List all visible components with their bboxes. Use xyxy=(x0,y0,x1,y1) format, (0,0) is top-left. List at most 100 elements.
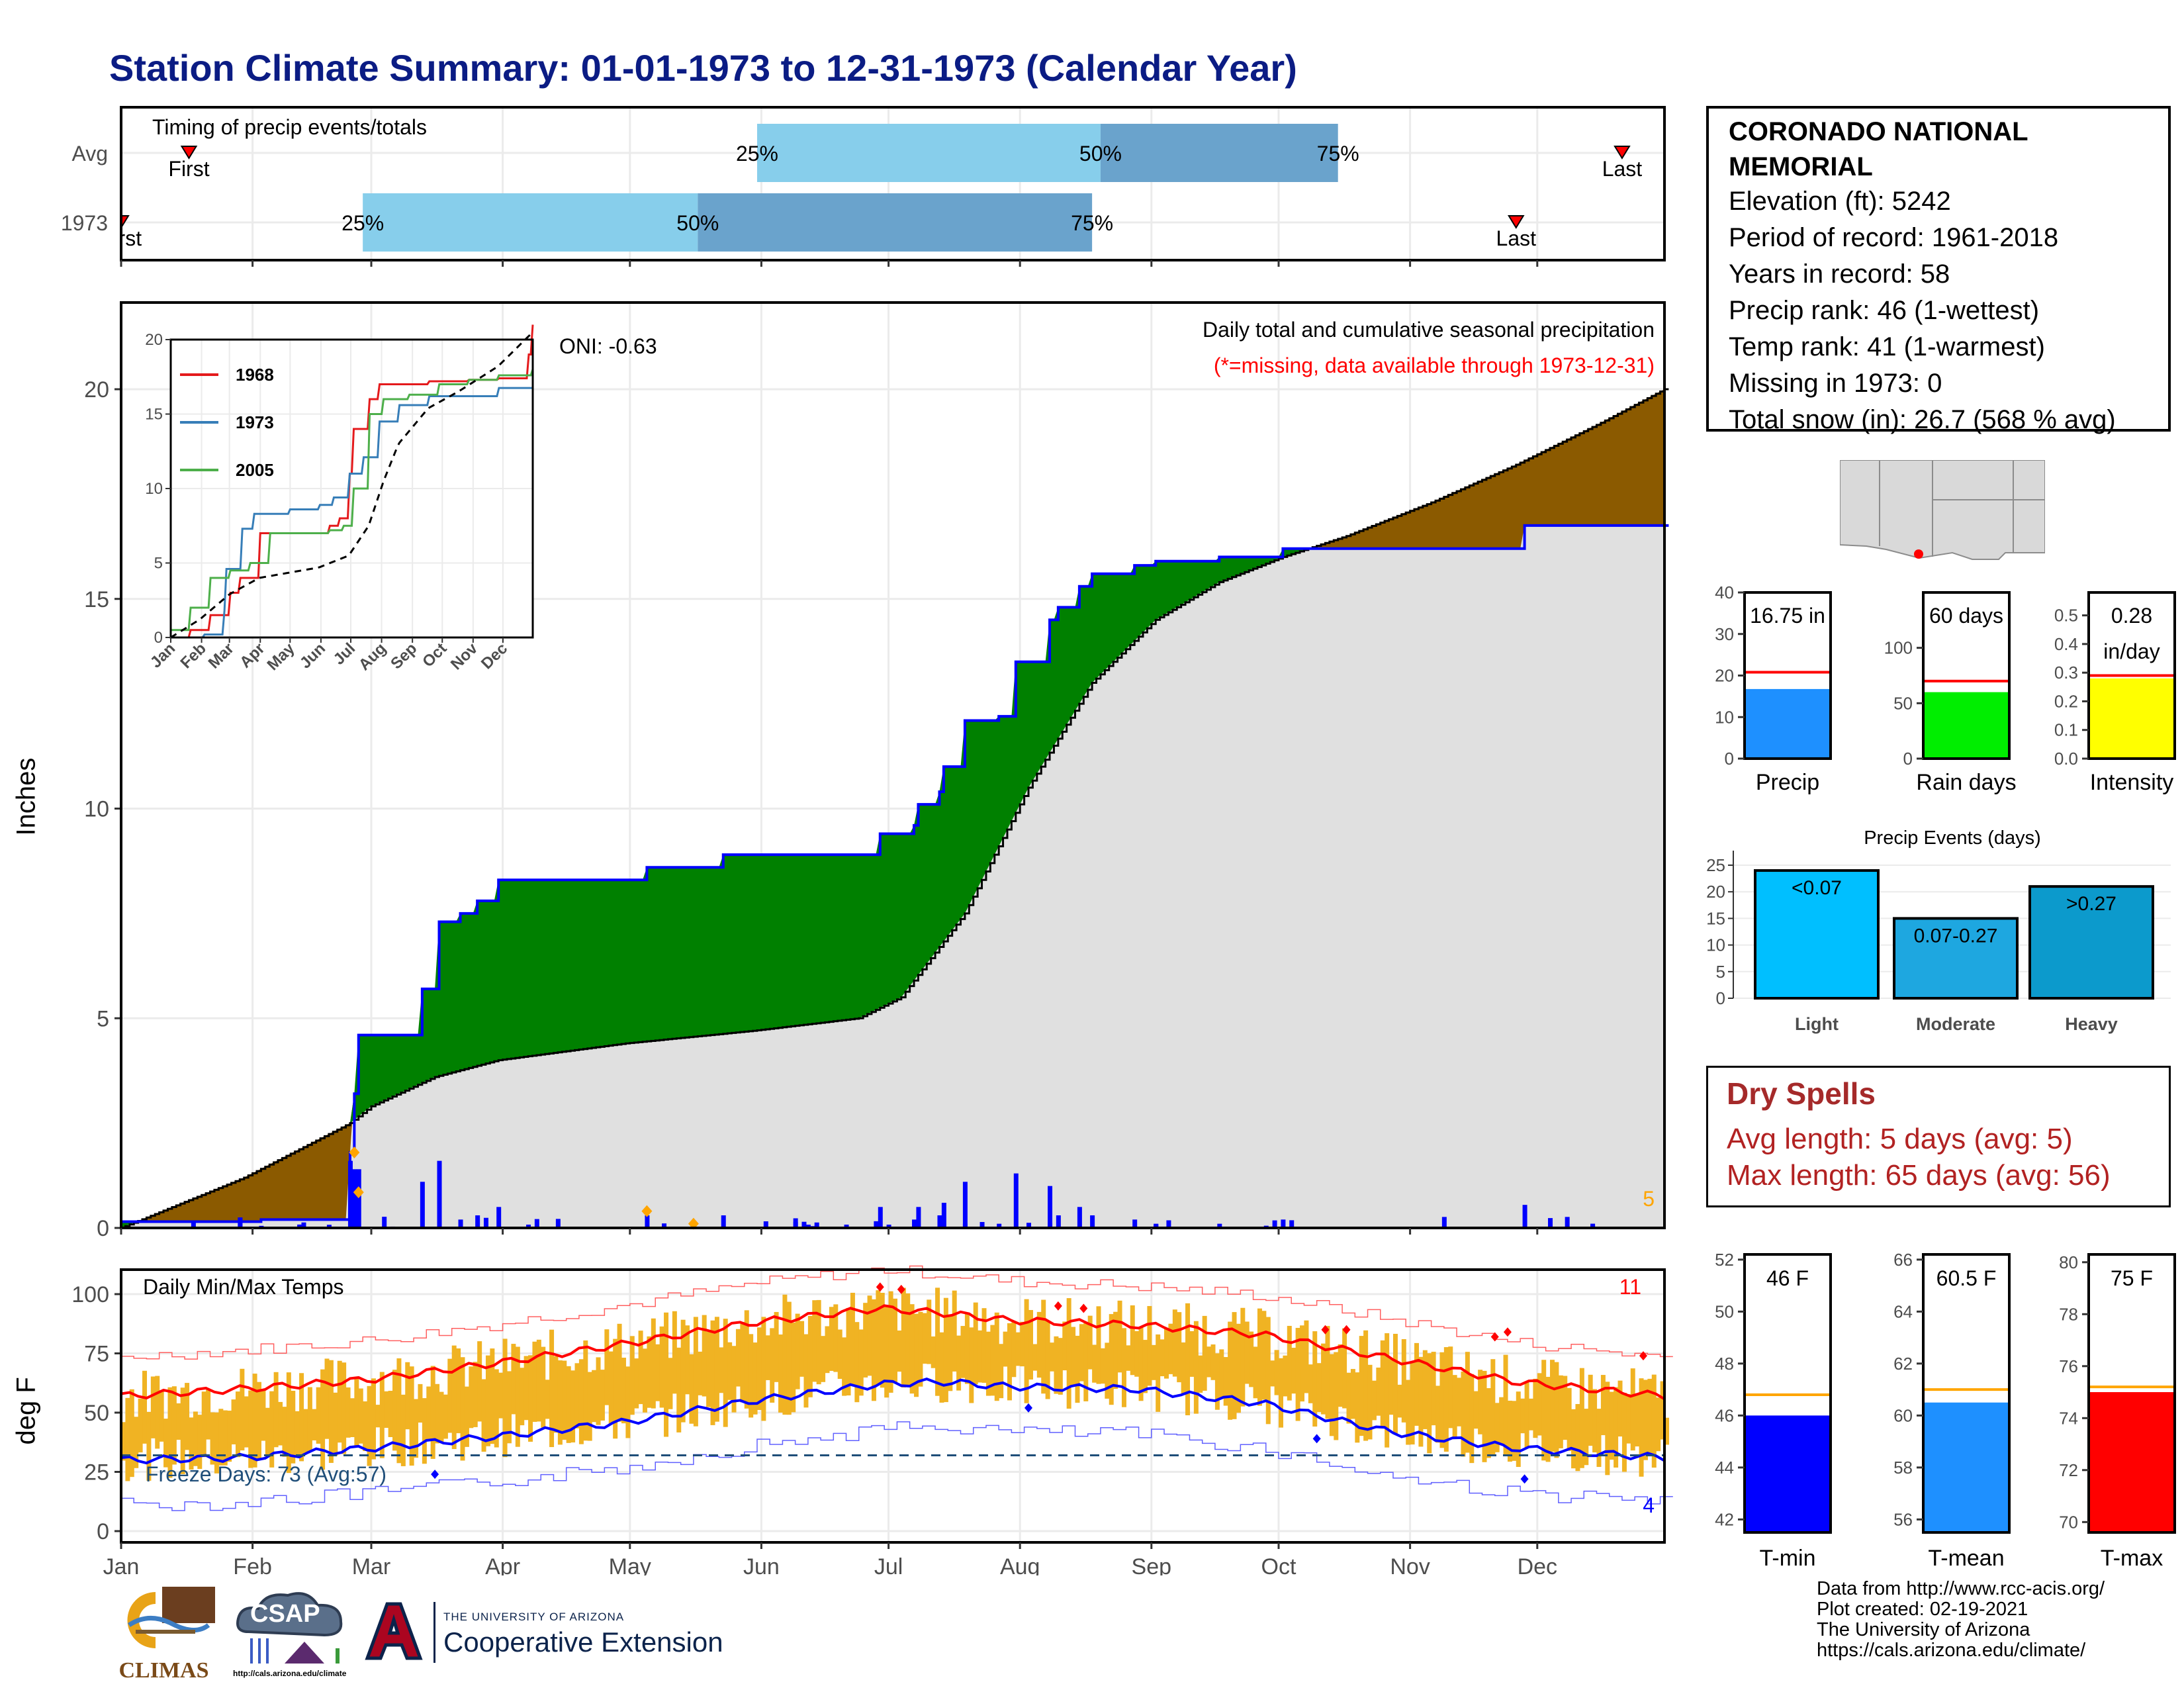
daily-temp-bar xyxy=(1214,1353,1220,1410)
elevation-text: Elevation (ft): 5242 xyxy=(1729,187,1951,216)
record-high-marker-icon xyxy=(876,1282,884,1292)
daily-temp-bar xyxy=(735,1329,741,1387)
temp-bar-ytick-label: 48 xyxy=(1715,1354,1734,1374)
daily-temp-bar xyxy=(324,1358,330,1439)
daily-temp-bar xyxy=(1359,1336,1364,1436)
daily-temp-bar xyxy=(414,1399,419,1458)
summary-ytick-label: 0.3 xyxy=(2054,663,2078,682)
daily-temp-bar xyxy=(464,1386,469,1447)
inset-legend-label: 1968 xyxy=(236,365,274,385)
daily-precip-bar xyxy=(844,1224,849,1228)
daily-temp-bar xyxy=(1448,1346,1453,1429)
daily-temp-bar xyxy=(1567,1387,1572,1451)
daily-temp-bar xyxy=(511,1344,516,1415)
daily-temp-bar xyxy=(193,1411,198,1466)
daily-temp-bar xyxy=(354,1377,359,1446)
daily-precip-bar xyxy=(1289,1220,1295,1228)
daily-temp-bar xyxy=(1422,1350,1428,1429)
daily-precip-bar xyxy=(475,1215,480,1228)
temp-bar-ytick-label: 76 xyxy=(2059,1356,2078,1376)
precip-ytick-label: 0 xyxy=(97,1216,109,1241)
daily-temp-bar xyxy=(201,1391,206,1458)
daily-precip-bar xyxy=(437,1160,442,1228)
daily-temp-bar xyxy=(163,1419,169,1468)
daily-temp-bar xyxy=(629,1336,635,1415)
temp-bar-ytick-label: 80 xyxy=(2059,1252,2078,1272)
daily-temp-bar xyxy=(1151,1344,1156,1380)
daily-temp-bar xyxy=(1321,1343,1326,1415)
daily-temp-bar xyxy=(774,1311,779,1382)
daily-temp-bar xyxy=(1630,1368,1635,1451)
daily-temp-bar xyxy=(918,1311,923,1387)
page-title: Station Climate Summary: 01-01-1973 to 1… xyxy=(109,47,1297,89)
month-label: Nov xyxy=(1390,1554,1430,1575)
daily-temp-bar xyxy=(1142,1340,1148,1393)
daily-temp-bar xyxy=(761,1317,766,1421)
daily-precip-bar xyxy=(962,1223,968,1228)
daily-precip-bar xyxy=(458,1219,463,1228)
daily-temp-bar xyxy=(1172,1309,1177,1377)
daily-temp-bar xyxy=(1193,1321,1199,1414)
record-high-marker-icon xyxy=(1321,1325,1330,1335)
daily-temp-bar xyxy=(1304,1320,1309,1393)
daily-temp-bar xyxy=(1571,1409,1576,1469)
events-ytick-label: 5 xyxy=(1716,962,1725,982)
daily-temp-bar xyxy=(125,1397,130,1481)
month-label: Mar xyxy=(352,1554,391,1575)
daily-temp-bar xyxy=(1584,1409,1589,1466)
daily-temp-bar xyxy=(973,1302,978,1385)
daily-temp-bar xyxy=(349,1398,355,1438)
precip-deficit-area xyxy=(134,389,1665,1222)
summary-ytick-label: 30 xyxy=(1715,624,1734,644)
timing-bar-25-50 xyxy=(756,124,1101,182)
daily-temp-bar xyxy=(248,1390,253,1468)
daily-temp-bar xyxy=(905,1293,911,1387)
daily-temp-bar xyxy=(1617,1380,1623,1437)
daily-temp-bar xyxy=(146,1411,152,1481)
daily-temp-bar xyxy=(969,1327,974,1403)
daily-precip-bar xyxy=(420,1182,425,1228)
daily-temp-bar xyxy=(1528,1398,1533,1430)
daily-temp-bar xyxy=(698,1351,703,1395)
daily-temp-bar xyxy=(1418,1356,1424,1447)
daily-temp-bar xyxy=(566,1366,571,1443)
events-ytick-label: 0 xyxy=(1716,988,1725,1008)
daily-temp-bar xyxy=(456,1348,461,1434)
daily-temp-bar xyxy=(159,1390,164,1442)
summary-bar-frame xyxy=(2087,591,2176,760)
avg-max-line xyxy=(120,1304,1666,1401)
daily-temp-bar xyxy=(994,1312,999,1401)
csap-logo-icon xyxy=(236,1592,343,1664)
daily-temp-bar xyxy=(316,1387,321,1444)
summary-ytick-label: 40 xyxy=(1715,583,1734,602)
event-bar-label: 0.07-0.27 xyxy=(1914,925,1998,947)
daily-temp-bar xyxy=(858,1329,864,1396)
daily-temp-bar xyxy=(392,1370,398,1451)
daily-temp-bar xyxy=(1219,1349,1224,1398)
temp-bar-label: 46 F xyxy=(1766,1266,1809,1290)
daily-temp-bar xyxy=(1168,1323,1173,1374)
daily-temp-bar xyxy=(498,1372,504,1419)
daily-temp-bar xyxy=(948,1315,953,1391)
daily-precip-bar xyxy=(793,1218,798,1228)
daily-precip-bar xyxy=(1565,1217,1570,1228)
daily-temp-bar xyxy=(807,1315,813,1397)
event-bar-moderate xyxy=(1893,917,2019,1000)
month-label: Aug xyxy=(1000,1554,1040,1575)
daily-temp-bar xyxy=(909,1304,915,1394)
daily-precip-bar xyxy=(1077,1207,1082,1228)
daily-temp-bar xyxy=(388,1391,393,1437)
daily-temp-bar xyxy=(341,1362,347,1454)
timing-frame xyxy=(120,106,1666,261)
daily-temp-bar xyxy=(134,1417,139,1468)
inset-line-2005 xyxy=(171,369,534,632)
daily-temp-bar xyxy=(659,1326,664,1408)
dry-spells-title: Dry Spells xyxy=(1727,1076,1876,1111)
daily-temp-bar xyxy=(1054,1336,1059,1394)
daily-temp-bar xyxy=(1066,1298,1071,1409)
temp-bar-ytick-label: 64 xyxy=(1893,1301,1913,1321)
daily-temp-bar xyxy=(430,1366,435,1459)
daily-temp-bar xyxy=(176,1403,181,1440)
daily-temp-bar xyxy=(574,1363,580,1429)
daily-temp-bar xyxy=(964,1313,970,1384)
